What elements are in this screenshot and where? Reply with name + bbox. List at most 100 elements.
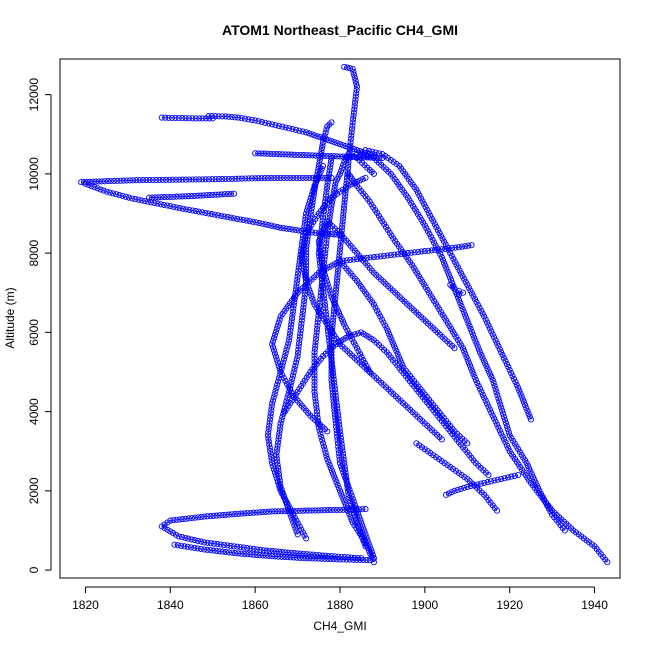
data-point — [467, 326, 474, 333]
data-point — [221, 213, 228, 220]
data-point — [197, 192, 204, 199]
data-point — [235, 510, 242, 517]
data-point — [184, 543, 191, 550]
data-point — [146, 194, 153, 201]
data-point — [292, 226, 299, 234]
data-point — [346, 556, 353, 563]
data-point — [330, 311, 337, 318]
data-point — [272, 353, 279, 360]
data-point — [315, 174, 322, 181]
data-point — [290, 174, 297, 181]
data-point — [331, 184, 338, 191]
data-point — [265, 552, 273, 560]
data-point — [170, 203, 177, 210]
series-trace-16 — [161, 117, 213, 119]
data-point — [182, 115, 189, 122]
data-point — [311, 182, 318, 189]
data-point — [247, 545, 254, 552]
data-point — [304, 280, 311, 287]
data-point — [272, 328, 279, 335]
data-point — [173, 204, 180, 211]
y-tick-label: 6000 — [27, 319, 41, 346]
data-point — [303, 129, 310, 136]
data-point — [268, 456, 275, 464]
data-point — [331, 473, 338, 480]
data-point — [294, 151, 301, 158]
data-point — [318, 174, 326, 181]
data-point — [435, 246, 442, 253]
data-point — [303, 281, 310, 288]
data-point — [280, 493, 287, 500]
data-point — [295, 520, 302, 527]
data-point — [266, 422, 273, 429]
data-point — [358, 519, 365, 526]
data-point — [381, 252, 388, 259]
data-point — [344, 485, 351, 492]
data-point — [498, 349, 505, 356]
data-point — [321, 152, 328, 159]
data-point — [209, 191, 216, 198]
data-point — [272, 508, 279, 515]
data-point — [303, 174, 310, 181]
data-point — [216, 512, 223, 519]
data-point — [484, 365, 491, 372]
data-point — [499, 433, 506, 440]
data-point — [336, 456, 343, 463]
data-point — [532, 479, 539, 486]
data-point — [289, 126, 296, 133]
data-point — [436, 229, 443, 237]
data-point — [334, 271, 341, 278]
data-point — [319, 262, 326, 269]
data-point — [313, 329, 320, 336]
y-tick-label: 12000 — [27, 78, 41, 112]
data-point — [296, 554, 303, 561]
data-point — [474, 379, 481, 386]
data-point — [339, 221, 346, 228]
data-point — [419, 198, 426, 205]
data-point — [389, 339, 396, 346]
data-point — [343, 506, 350, 513]
series-trace-21 — [161, 508, 366, 559]
data-point — [352, 93, 359, 100]
data-point — [216, 548, 223, 555]
data-point — [202, 176, 209, 183]
data-point — [271, 469, 278, 476]
data-point — [119, 192, 126, 199]
data-point — [161, 194, 168, 201]
data-point — [353, 345, 361, 352]
data-point — [341, 196, 348, 203]
data-point — [109, 190, 117, 197]
data-point — [357, 351, 364, 358]
data-point — [299, 174, 306, 181]
data-point — [311, 388, 318, 395]
data-point — [123, 177, 130, 184]
data-point — [298, 320, 305, 327]
data-point — [322, 129, 329, 136]
data-point — [283, 225, 290, 232]
data-point — [275, 439, 282, 446]
data-point — [487, 478, 495, 485]
data-point — [172, 114, 179, 122]
data-point — [299, 507, 307, 514]
data-point — [276, 365, 283, 372]
data-point — [422, 203, 429, 211]
data-point — [293, 517, 300, 524]
data-point — [279, 414, 286, 421]
data-point — [328, 202, 335, 209]
data-point — [347, 497, 354, 505]
data-point — [326, 167, 333, 174]
data-point — [321, 272, 328, 279]
data-point — [202, 209, 209, 216]
data-point — [208, 211, 215, 218]
data-point — [493, 421, 501, 428]
data-point — [198, 538, 205, 545]
data-point — [264, 432, 271, 439]
data-point — [280, 374, 287, 381]
data-point — [336, 453, 343, 460]
data-point — [250, 545, 257, 552]
data-point — [444, 268, 451, 275]
data-point — [314, 322, 321, 329]
data-point — [500, 436, 508, 443]
data-point — [326, 337, 333, 344]
data-point — [305, 130, 312, 137]
